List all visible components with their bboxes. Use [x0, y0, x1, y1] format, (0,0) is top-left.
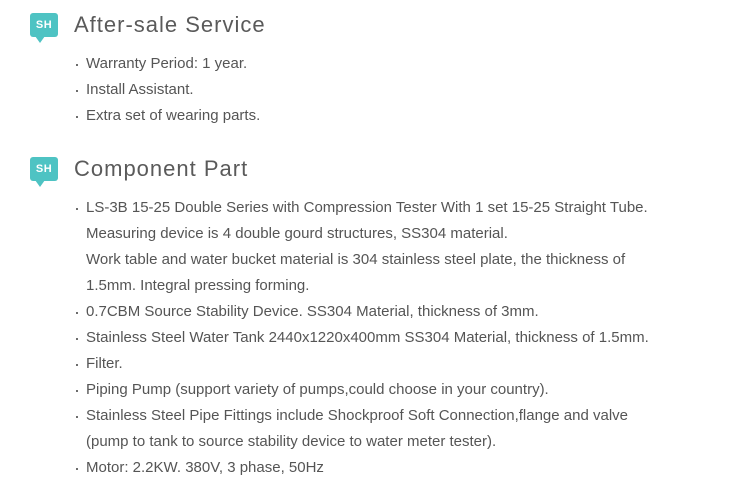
- list-item-continuation: Work table and water bucket material is …: [74, 248, 730, 272]
- section-title: Component Part: [74, 156, 248, 182]
- list-item: Stainless Steel Water Tank 2440x1220x400…: [74, 326, 730, 350]
- badge-label: SH: [36, 163, 52, 175]
- list-item-continuation: Measuring device is 4 double gourd struc…: [74, 222, 730, 246]
- section-title: After-sale Service: [74, 12, 266, 38]
- list-item: Stainless Steel Pipe Fittings include Sh…: [74, 404, 730, 428]
- list-item: Piping Pump (support variety of pumps,co…: [74, 378, 730, 402]
- section-after-sale: SH After-sale Service Warranty Period: 1…: [30, 12, 730, 128]
- list-item: Warranty Period: 1 year.: [74, 52, 730, 76]
- list-item: Motor: 2.2KW. 380V, 3 phase, 50Hz: [74, 456, 730, 480]
- bullet-list: LS-3B 15-25 Double Series with Compressi…: [30, 196, 730, 480]
- sh-badge-icon: SH: [30, 13, 58, 37]
- sh-badge-icon: SH: [30, 157, 58, 181]
- list-item: LS-3B 15-25 Double Series with Compressi…: [74, 196, 730, 220]
- section-header: SH After-sale Service: [30, 12, 730, 38]
- badge-label: SH: [36, 19, 52, 31]
- bullet-list: Warranty Period: 1 year. Install Assista…: [30, 52, 730, 128]
- list-item: Filter.: [74, 352, 730, 376]
- list-item: Extra set of wearing parts.: [74, 104, 730, 128]
- section-header: SH Component Part: [30, 156, 730, 182]
- list-item-continuation: 1.5mm. Integral pressing forming.: [74, 274, 730, 298]
- section-component-part: SH Component Part LS-3B 15-25 Double Ser…: [30, 156, 730, 480]
- list-item: Install Assistant.: [74, 78, 730, 102]
- list-item-continuation: (pump to tank to source stability device…: [74, 430, 730, 454]
- list-item: 0.7CBM Source Stability Device. SS304 Ma…: [74, 300, 730, 324]
